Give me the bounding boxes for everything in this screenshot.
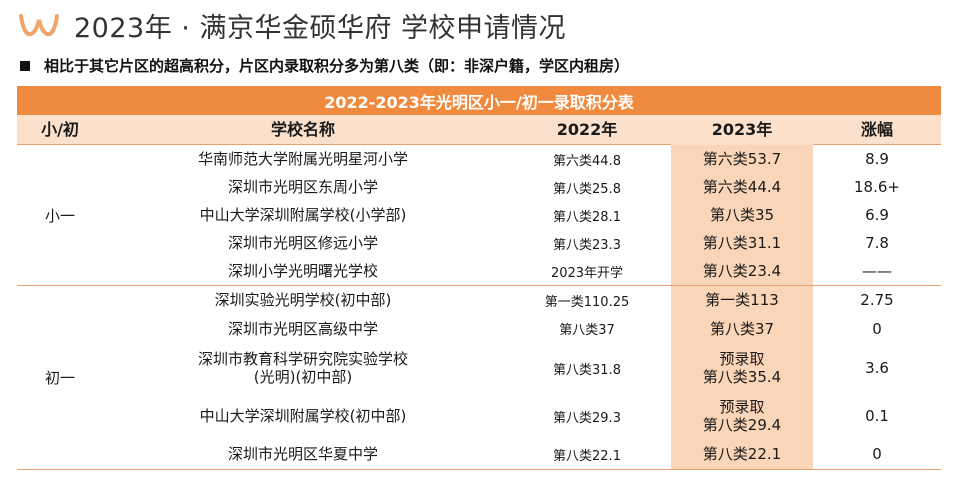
header-level: 小/初	[41, 119, 79, 139]
school-name: 深圳实验光明学校(初中部)	[214, 291, 392, 309]
school-name: 华南师范大学附属光明星河小学	[197, 150, 408, 168]
school-name: 深圳小学光明曙光学校	[227, 262, 378, 280]
group-label: 小一	[44, 206, 75, 225]
score-2022: 第八类29.3	[553, 410, 621, 426]
school-name-line1: 深圳市教育科学研究院实验学校	[197, 350, 408, 368]
score-2022: 第八类25.8	[553, 181, 621, 197]
score-change: ——	[862, 262, 892, 280]
score-2023: 第一类113	[671, 286, 813, 314]
score-change: 18.6+	[854, 178, 900, 196]
table-row: 深圳市光明区修远小学 第八类23.3 第八类31.1 7.8	[103, 229, 941, 257]
score-2023: 第八类37	[671, 314, 813, 343]
score-change: 8.9	[865, 150, 889, 168]
score-2022: 第八类23.3	[553, 237, 621, 253]
score-2022: 2023年开学	[550, 265, 624, 281]
score-change: 0.1	[865, 407, 889, 425]
admission-score-table: 2022-2023年光明区小一/初一录取积分表 小/初 学校名称 2022年 2…	[17, 86, 941, 470]
score-2023: 预录取 第八类29.4	[671, 393, 813, 439]
score-2023: 第八类22.1	[671, 439, 813, 469]
score-2022: 第八类31.8	[553, 362, 621, 378]
score-change: 0	[872, 319, 882, 338]
school-name: 深圳市光明区东周小学	[227, 178, 378, 196]
table-row: 深圳市教育科学研究院实验学校 (光明)(初中部) 第八类31.8 预录取 第八类…	[103, 343, 941, 393]
score-2022: 第八类37	[559, 323, 615, 338]
score-2023: 第六类44.4	[671, 173, 813, 201]
school-name: 深圳市光明区高级中学	[227, 319, 378, 338]
table-row: 深圳市光明区高级中学 第八类37 第八类37 0	[103, 314, 941, 343]
score-change: 2.75	[860, 291, 894, 309]
score-2023-line1: 预录取	[719, 398, 765, 416]
score-2022: 第一类110.25	[544, 294, 630, 310]
bullet-square-icon	[20, 60, 30, 71]
double-u-logo-icon	[19, 14, 59, 37]
score-2023: 第八类23.4	[671, 257, 813, 285]
header: 2023年 · 满京华金硕华府 学校申请情况	[18, 4, 566, 46]
group-junior: 初一 深圳实验光明学校(初中部) 第一类110.25 第一类113 2.75 深…	[17, 286, 941, 470]
school-name: 深圳市教育科学研究院实验学校 (光明)(初中部)	[103, 350, 503, 386]
score-change: 7.8	[865, 234, 889, 252]
score-2023: 第八类35	[671, 201, 813, 229]
table-row: 中山大学深圳附属学校(小学部) 第八类28.1 第八类35 6.9	[103, 201, 941, 229]
score-2023: 第六类53.7	[671, 145, 813, 173]
score-2022: 第八类28.1	[553, 209, 621, 225]
score-change: 6.9	[865, 206, 889, 224]
score-2022: 第六类44.8	[553, 153, 621, 169]
table-row: 中山大学深圳附属学校(初中部) 第八类29.3 预录取 第八类29.4 0.1	[103, 393, 941, 439]
table-row: 深圳实验光明学校(初中部) 第一类110.25 第一类113 2.75	[103, 286, 941, 314]
school-name-line2: (光明)(初中部)	[253, 368, 353, 386]
score-change: 0	[872, 445, 882, 463]
score-2023: 第八类31.1	[671, 229, 813, 257]
school-name: 深圳市光明区修远小学	[227, 234, 378, 252]
group-primary: 小一 华南师范大学附属光明星河小学 第六类44.8 第六类53.7 8.9 深圳…	[17, 145, 941, 286]
header-2022: 2022年	[556, 119, 618, 139]
table-row: 华南师范大学附属光明星河小学 第六类44.8 第六类53.7 8.9	[103, 145, 941, 173]
school-name: 深圳市光明区华夏中学	[227, 445, 378, 463]
score-2023: 预录取 第八类35.4	[671, 343, 813, 393]
score-2023-line2: 第八类35.4	[702, 368, 782, 386]
score-2023-line1: 预录取	[719, 350, 765, 368]
table-header-row: 小/初 学校名称 2022年 2023年 涨幅	[17, 114, 941, 145]
school-name: 中山大学深圳附属学校(初中部)	[199, 407, 407, 425]
group-label: 初一	[44, 369, 75, 387]
table-row: 深圳市光明区东周小学 第八类25.8 第六类44.4 18.6+	[103, 173, 941, 201]
note-line: 相比于其它片区的超高积分，片区内录取积分多为第八类（即：非深户籍，学区内租房）	[20, 55, 629, 76]
note-text: 相比于其它片区的超高积分，片区内录取积分多为第八类（即：非深户籍，学区内租房）	[44, 57, 630, 75]
table-banner: 2022-2023年光明区小一/初一录取积分表	[17, 86, 941, 115]
school-name: 中山大学深圳附属学校(小学部)	[199, 206, 407, 224]
page-title: 2023年 · 满京华金硕华府 学校申请情况	[74, 12, 567, 44]
score-2022: 第八类22.1	[553, 448, 621, 464]
table-row: 深圳市光明区华夏中学 第八类22.1 第八类22.1 0	[103, 439, 941, 469]
header-change: 涨幅	[860, 119, 893, 139]
score-change: 3.6	[865, 359, 889, 377]
header-school: 学校名称	[270, 119, 335, 139]
table-row: 深圳小学光明曙光学校 2023年开学 第八类23.4 ——	[103, 257, 941, 285]
header-2023: 2023年	[671, 114, 813, 145]
score-2023-line2: 第八类29.4	[702, 416, 782, 434]
